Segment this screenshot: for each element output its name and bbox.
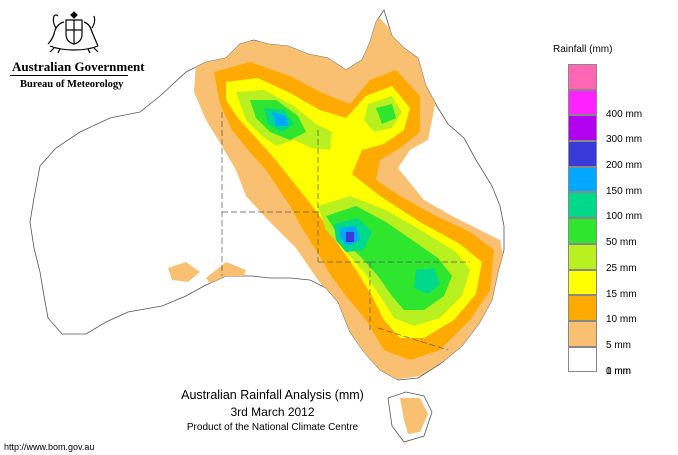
legend-swatch <box>568 295 597 321</box>
legend-swatch <box>568 115 597 142</box>
rain-zone-1mm-sw <box>168 262 200 282</box>
legend-label: 15 mm <box>606 288 637 300</box>
caption-date: 3rd March 2012 <box>230 405 315 419</box>
bureau-name: Bureau of Meteorology <box>20 79 124 90</box>
legend-label: 0 mm <box>606 366 631 378</box>
legend-label: 400 mm <box>606 108 643 120</box>
coat-of-arms-icon <box>47 11 99 54</box>
government-logo: Australian Government Bureau of Meteorol… <box>6 8 145 94</box>
legend-row: 50 mm <box>568 218 668 248</box>
rain-zone-50mm <box>264 108 440 294</box>
legend-swatch <box>568 141 597 167</box>
rain-zone-150mm <box>346 232 354 242</box>
tasmania-rain-1mm <box>400 398 428 434</box>
legend-label: 5 mm <box>606 339 631 351</box>
legend-label: 50 mm <box>606 237 637 249</box>
legend-row: 200 mm <box>568 141 668 171</box>
source-url[interactable]: http://www.bom.gov.au <box>4 442 95 452</box>
caption-credit: Product of the National Climate Centre <box>186 422 359 433</box>
rainfall-legend: 400 mm 300 mm 200 mm 150 mm 100 mm 50 mm 25 mm… <box>568 64 668 398</box>
legend-row <box>568 64 668 90</box>
legend-row: 100 mm <box>568 192 668 222</box>
legend-swatch <box>568 166 597 193</box>
legend-row: 5 mm <box>568 320 668 351</box>
legend-row: 0 mm <box>568 366 668 398</box>
map-caption: Australian Rainfall Analysis (mm) 3rd Ma… <box>0 386 545 435</box>
state-borders <box>221 112 470 351</box>
legend-swatch <box>568 269 597 296</box>
legend-row: 15 mm <box>568 269 668 300</box>
rain-zone-25mm <box>250 100 452 310</box>
legend-row: 150 mm <box>568 166 668 197</box>
legend-row: 10 mm <box>568 295 668 325</box>
legend-swatch <box>568 218 597 244</box>
legend-swatch <box>568 192 597 219</box>
legend-row: 400 mm <box>568 89 668 120</box>
legend-swatch <box>568 64 597 90</box>
legend-label: 150 mm <box>606 185 643 197</box>
legend-label: 1 mm <box>606 365 631 377</box>
legend-row: 300 mm <box>568 115 668 145</box>
legend-label: 100 mm <box>606 211 643 223</box>
legend-swatch <box>568 243 597 270</box>
rainfall-map <box>29 9 505 443</box>
legend-swatch <box>568 89 597 116</box>
legend-row: 25 mm <box>568 243 668 274</box>
government-name: Australian Government <box>12 59 145 74</box>
legend-label: 200 mm <box>606 160 643 172</box>
legend-label: 300 mm <box>606 134 643 146</box>
caption-title: Australian Rainfall Analysis (mm) <box>181 388 364 402</box>
logo-divider <box>10 75 128 76</box>
legend-label: 25 mm <box>606 262 637 274</box>
legend-title: Rainfall (mm) <box>553 44 613 55</box>
legend-row: 1 mm <box>568 346 668 377</box>
legend-swatch <box>568 320 597 347</box>
legend-label: 10 mm <box>606 314 637 326</box>
legend-swatch <box>568 346 597 373</box>
